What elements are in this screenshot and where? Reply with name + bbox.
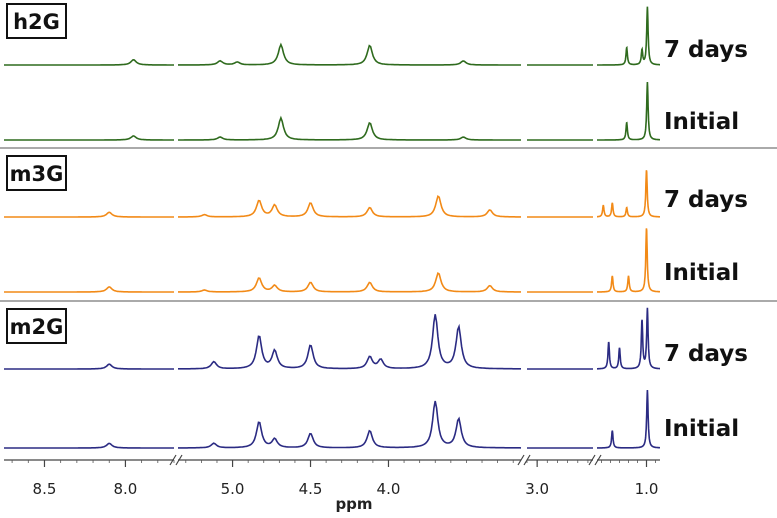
panel-label-text: h2G — [13, 10, 60, 34]
x-axis: ppm 8.5 8.0 5.0 4.5 4.0 3.0 1.0 — [4, 454, 660, 513]
spectrum-line-m2g-7-days — [178, 314, 521, 370]
spectrum-line-h2g-7-days — [4, 58, 174, 66]
trace-label: Initial — [664, 260, 739, 286]
x-tick-label: 8.0 — [113, 480, 137, 498]
panel-label-h2g: h2G — [6, 3, 67, 39]
axis-break-mark — [588, 454, 596, 466]
spectrum-line-m3g-initial — [178, 271, 521, 293]
spectrum-line-h2g-initial — [597, 81, 660, 141]
trace-label: Initial — [664, 416, 739, 442]
panel-separators — [0, 147, 777, 302]
panel-label-m3g: m3G — [6, 155, 67, 191]
spectrum-line-m2g-7-days — [597, 307, 660, 370]
panel-label-m2g: m2G — [6, 308, 67, 344]
x-tick-label: 4.5 — [299, 480, 323, 498]
trace-label: Initial — [664, 109, 739, 135]
trace-labels: 7 days Initial 7 days Initial 7 days Initial — [664, 37, 748, 442]
axis-break-mark — [517, 454, 525, 466]
x-axis-title: ppm — [335, 495, 372, 513]
spectrum-line-h2g-initial — [178, 115, 521, 141]
spectrum-line-m3g-initial — [597, 228, 660, 293]
x-tick-label: 5.0 — [221, 480, 245, 498]
axis-break-mark — [169, 454, 177, 466]
axis-break-mark — [175, 454, 183, 466]
spectrum-traces — [4, 6, 660, 449]
x-tick-label: 1.0 — [635, 480, 659, 498]
spectrum-line-m2g-7-days — [4, 363, 174, 370]
panel-labels: h2G m3G m2G — [6, 3, 67, 344]
axis-break-mark — [594, 454, 602, 466]
trace-label: 7 days — [664, 187, 748, 213]
x-tick-label: 3.0 — [525, 480, 549, 498]
panel-label-text: m3G — [10, 162, 64, 186]
spectrum-line-m3g-7-days — [597, 170, 660, 218]
spectrum-line-m2g-initial — [4, 442, 174, 449]
spectrum-line-h2g-7-days — [178, 42, 521, 66]
spectrum-line-m2g-initial — [178, 400, 522, 449]
panel-label-text: m2G — [10, 315, 64, 339]
spectrum-line-h2g-7-days — [597, 6, 660, 66]
trace-label: 7 days — [664, 341, 748, 367]
x-tick-label: 8.5 — [33, 480, 57, 498]
spectrum-line-m2g-initial — [597, 389, 660, 449]
spectrum-line-h2g-initial — [4, 135, 174, 141]
spectrum-line-m3g-7-days — [4, 211, 174, 218]
spectrum-line-m3g-7-days — [178, 194, 521, 218]
x-tick-label: 4.0 — [377, 480, 401, 498]
spectrum-line-m3g-initial — [4, 286, 174, 293]
trace-label: 7 days — [664, 37, 748, 63]
